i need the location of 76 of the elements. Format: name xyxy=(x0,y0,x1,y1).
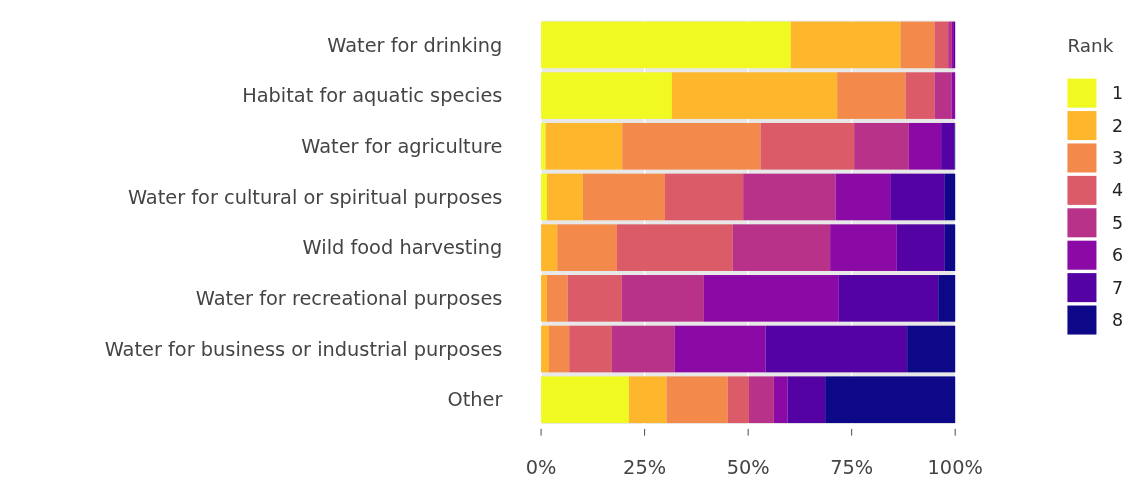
bar xyxy=(748,376,774,424)
bar xyxy=(907,325,956,373)
bar xyxy=(908,122,942,170)
x-tick-label: 25% xyxy=(623,456,667,480)
bar xyxy=(674,325,766,373)
bar xyxy=(944,224,956,271)
bar xyxy=(837,72,906,119)
bar xyxy=(541,224,558,271)
bar xyxy=(541,325,549,373)
bar xyxy=(835,173,891,221)
y-tick-label: Habitat for aquatic species xyxy=(242,84,503,108)
bar xyxy=(557,224,617,271)
y-tick-label: Water for business or industrial purposes xyxy=(104,337,503,361)
bar xyxy=(611,325,675,373)
bar xyxy=(743,173,836,221)
legend-label: 8 xyxy=(1111,310,1124,331)
bar xyxy=(541,376,629,424)
bar xyxy=(541,72,672,119)
bar xyxy=(546,275,568,322)
bar xyxy=(548,325,570,373)
y-tick-label: Wild food harvesting xyxy=(302,236,503,260)
bar xyxy=(934,72,952,119)
bar xyxy=(541,21,791,69)
bar xyxy=(825,376,956,424)
legend-label: 3 xyxy=(1111,148,1124,169)
legend-label: 7 xyxy=(1111,277,1124,298)
y-tick-label: Water for drinking xyxy=(327,33,503,57)
legend-title: Rank xyxy=(1067,34,1114,56)
bar xyxy=(664,173,744,221)
x-tick-label: 100% xyxy=(927,456,983,480)
y-tick-label: Water for cultural or spiritual purposes xyxy=(127,185,503,209)
legend-label: 4 xyxy=(1111,180,1124,201)
bar xyxy=(628,376,667,424)
x-tick-label: 50% xyxy=(726,456,770,480)
bar xyxy=(569,325,612,373)
bar xyxy=(666,376,728,424)
bar xyxy=(941,122,955,170)
bar xyxy=(787,376,826,424)
y-tick-label: Water for agriculture xyxy=(301,135,503,159)
bar xyxy=(671,72,838,119)
x-tick-label: 75% xyxy=(830,456,874,480)
bar xyxy=(900,21,935,69)
bar xyxy=(621,275,704,322)
bar xyxy=(732,224,831,271)
bar xyxy=(790,21,901,69)
bar xyxy=(567,275,622,322)
bar xyxy=(934,21,949,69)
bar xyxy=(838,275,939,322)
bar xyxy=(944,173,956,221)
y-tick-label: Other xyxy=(447,388,503,412)
legend-label: 2 xyxy=(1111,115,1124,136)
bar xyxy=(703,275,839,322)
x-tick-label: 0% xyxy=(525,456,557,480)
bar xyxy=(854,122,909,170)
bar xyxy=(541,173,547,221)
bar xyxy=(905,72,935,119)
bar xyxy=(951,72,956,119)
bar xyxy=(546,173,583,221)
bar xyxy=(773,376,788,424)
legend-label: 5 xyxy=(1111,212,1124,233)
bar xyxy=(545,122,623,170)
bar xyxy=(622,122,761,170)
bar xyxy=(830,224,897,271)
legend-label: 1 xyxy=(1111,83,1124,104)
bar xyxy=(616,224,733,271)
bar xyxy=(765,325,908,373)
bar xyxy=(541,122,546,170)
bar xyxy=(727,376,749,424)
bar xyxy=(760,122,855,170)
bar xyxy=(582,173,665,221)
bar xyxy=(896,224,945,271)
bar xyxy=(938,275,956,322)
legend-label: 6 xyxy=(1111,245,1124,266)
y-tick-label: Water for recreational purposes xyxy=(195,287,503,311)
bar xyxy=(890,173,945,221)
bar xyxy=(541,275,547,322)
